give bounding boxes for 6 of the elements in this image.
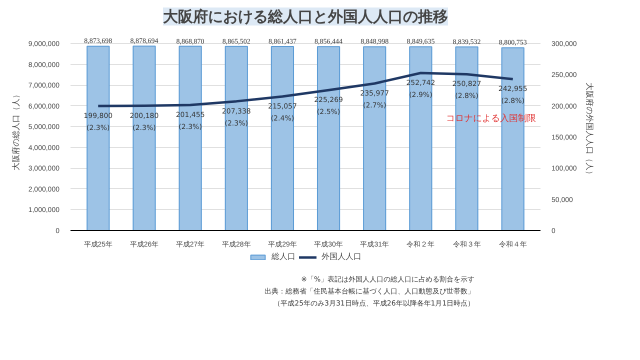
annotation: コロナによる入国制限 xyxy=(446,112,536,124)
y-axis-title: 大阪府の総人口（人） xyxy=(11,90,20,170)
y2-axis-title: 大阪府の外国人人口（人） xyxy=(584,82,594,178)
legend-label: 外国人人口 xyxy=(322,251,362,262)
chart-title: 大阪府における総人口と外国人人口の推移 xyxy=(163,8,448,26)
legend-label: 総人口 xyxy=(272,251,296,262)
